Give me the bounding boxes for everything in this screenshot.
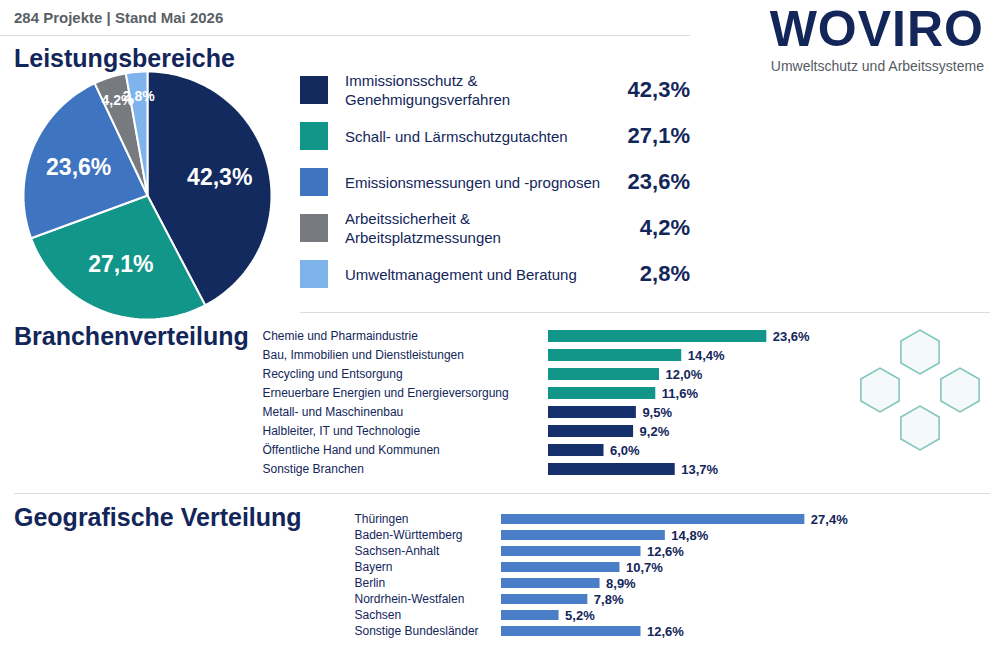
html-text:Geografische Verteilung: Geografische Verteilung [14, 503, 302, 531]
html-text:284 Projekte | Stand Mai 2026: 284 Projekte | Stand Mai 2026 [14, 9, 224, 26]
svg-text:Sachsen: Sachsen [355, 608, 402, 622]
html-text:4,2%: 4,2% [639, 215, 690, 240]
svg-text:14,8%: 14,8% [671, 528, 708, 543]
svg-text:13,7%: 13,7% [681, 462, 718, 477]
svg-text:Erneuerbare Energien und Energ: Erneuerbare Energien und Energieversorgu… [263, 386, 509, 400]
html-text:Immissionsschutz & Genehmigung: Immissionsschutz & Genehmigungsverfahren [345, 72, 511, 108]
svg-text:8,9%: 8,9% [606, 576, 636, 591]
svg-text:10,7%: 10,7% [626, 560, 663, 575]
svg-text:12,6%: 12,6% [647, 624, 684, 639]
svg-text:14,4%: 14,4% [688, 348, 725, 363]
svg-text:Bayern: Bayern [355, 560, 393, 574]
svg-text:Sonstige Bundesländer: Sonstige Bundesländer [355, 624, 479, 638]
svg-text:Baden-Württemberg: Baden-Württemberg [355, 528, 463, 542]
svg-text:6,0%: 6,0% [610, 443, 640, 458]
svg-text:Berlin: Berlin [355, 576, 386, 590]
svg-text:23,6%: 23,6% [773, 329, 810, 344]
svg-text:12,0%: 12,0% [666, 367, 703, 382]
svg-text:Bau, Immobilien und Dienstleis: Bau, Immobilien und Dienstleistungen [263, 348, 464, 362]
html-text:Schall- und Lärmschutzgutachte: Schall- und Lärmschutzgutachten [345, 127, 568, 145]
svg-text:9,5%: 9,5% [642, 405, 672, 420]
html-text:23,6%: 23,6% [627, 169, 690, 194]
html-text:Emissionsmessungen und -progno: Emissionsmessungen und -prognosen [345, 173, 601, 191]
html-text:Umweltschutz und Arbeitssystem: Umweltschutz und Arbeitssysteme [770, 58, 984, 74]
html-text:WOVIRO: WOVIRO [769, 1, 984, 57]
html-text:Umweltmanagement und Beratung: Umweltmanagement und Beratung [345, 265, 577, 283]
html-text:Arbeitssicherheit & Arbeitspla: Arbeitssicherheit & Arbeitsplatzmessunge… [345, 210, 501, 246]
html-text:2,8%: 2,8% [639, 261, 690, 286]
svg-text:7,8%: 7,8% [594, 592, 624, 607]
svg-text:2,8%: 2,8% [123, 88, 155, 104]
svg-text:Chemie und Pharmaindustrie: Chemie und Pharmaindustrie [263, 329, 419, 343]
svg-text:5,2%: 5,2% [565, 608, 595, 623]
svg-text:23,6%: 23,6% [46, 154, 111, 180]
svg-text:Recycling und Entsorgung: Recycling und Entsorgung [263, 367, 403, 381]
svg-text:Thüringen: Thüringen [355, 512, 409, 526]
svg-text:Metall- und Maschinenbau: Metall- und Maschinenbau [263, 405, 404, 419]
svg-text:27,1%: 27,1% [88, 251, 153, 277]
svg-text:Nordrhein-Westfalen: Nordrhein-Westfalen [355, 592, 465, 606]
html-text:Branchenverteilung: Branchenverteilung [14, 322, 249, 350]
svg-text:12,6%: 12,6% [647, 544, 684, 559]
svg-text:9,2%: 9,2% [640, 424, 670, 439]
html-text:27,1%: 27,1% [627, 123, 690, 148]
svg-text:Öffentliche Hand und Kommunen: Öffentliche Hand und Kommunen [263, 443, 440, 457]
svg-text:Sachsen-Anhalt: Sachsen-Anhalt [355, 544, 440, 558]
svg-text:27,4%: 27,4% [811, 512, 848, 527]
html-text:42,3%: 42,3% [627, 77, 690, 102]
svg-text:11,6%: 11,6% [662, 386, 699, 401]
html-text:Leistungsbereiche: Leistungsbereiche [14, 44, 235, 72]
svg-text:42,3%: 42,3% [187, 164, 252, 190]
svg-text:4,2%: 4,2% [101, 92, 134, 109]
svg-text:Sonstige Branchen: Sonstige Branchen [263, 462, 364, 476]
svg-text:Halbleiter, IT und Technologie: Halbleiter, IT und Technologie [263, 424, 421, 438]
